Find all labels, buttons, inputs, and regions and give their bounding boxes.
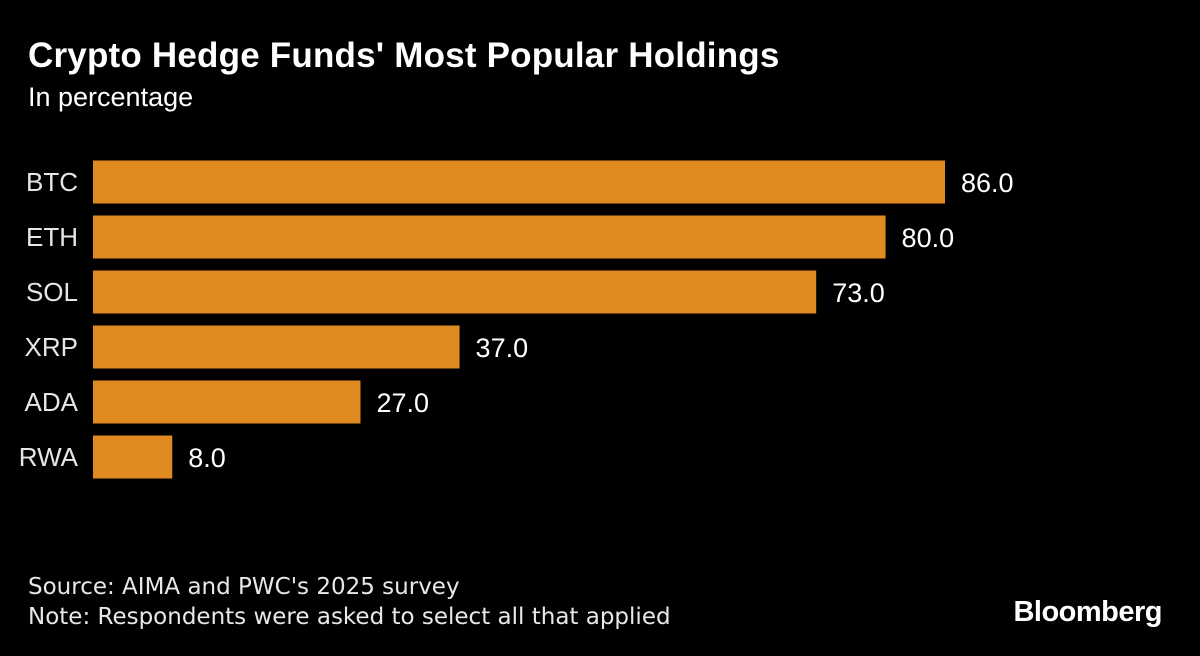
bar-rwa — [93, 435, 173, 479]
category-label-btc: BTC — [26, 167, 78, 197]
value-label-rwa: 8.0 — [188, 443, 226, 473]
source-note: Source: AIMA and PWC's 2025 survey — [28, 574, 460, 600]
footnote: Note: Respondents were asked to select a… — [28, 604, 671, 630]
bar-eth — [93, 215, 886, 259]
value-label-xrp: 37.0 — [476, 333, 529, 363]
value-label-btc: 86.0 — [961, 168, 1014, 198]
value-label-ada: 27.0 — [376, 388, 429, 418]
category-label-rwa: RWA — [19, 442, 79, 472]
category-label-xrp: XRP — [25, 332, 78, 362]
bar-sol — [93, 270, 817, 314]
value-label-sol: 73.0 — [832, 278, 885, 308]
chart-title: Crypto Hedge Funds' Most Popular Holding… — [28, 36, 780, 75]
bar-ada — [93, 380, 361, 424]
category-label-ada: ADA — [25, 387, 79, 417]
chart-subtitle: In percentage — [28, 82, 194, 112]
category-label-sol: SOL — [26, 277, 78, 307]
value-label-eth: 80.0 — [902, 223, 955, 253]
bloomberg-logo: Bloomberg — [1013, 596, 1162, 628]
bar-btc — [93, 160, 945, 204]
category-label-eth: ETH — [26, 222, 78, 252]
bar-xrp — [93, 325, 460, 369]
